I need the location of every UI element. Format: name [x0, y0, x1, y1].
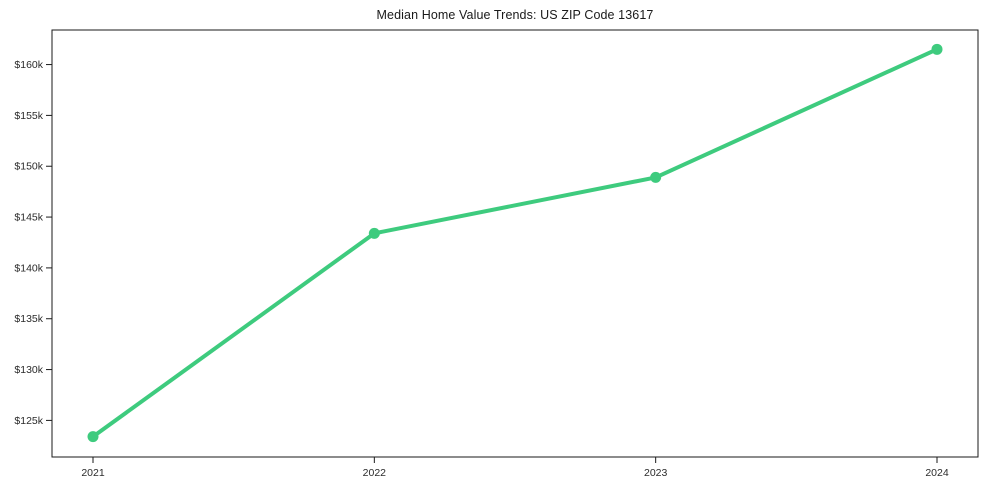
data-point-marker — [931, 43, 943, 55]
x-axis-tick-label: 2023 — [644, 467, 668, 479]
x-axis-tick-label: 2024 — [925, 467, 949, 479]
y-axis-tick-label: $130k — [14, 364, 43, 376]
data-point-marker — [87, 431, 99, 443]
y-axis-tick-label: $150k — [14, 161, 43, 173]
x-axis-tick-label: 2021 — [81, 467, 105, 479]
y-axis-tick-label: $140k — [14, 262, 43, 274]
y-axis-tick-label: $125k — [14, 415, 43, 427]
data-point-marker — [368, 227, 380, 239]
y-axis-tick-label: $160k — [14, 59, 43, 71]
plot-border — [51, 29, 979, 458]
x-axis-tick-label: 2022 — [363, 467, 387, 479]
y-axis-tick-label: $155k — [14, 110, 43, 122]
y-axis-tick-label: $145k — [14, 212, 43, 224]
chart-title: Median Home Value Trends: US ZIP Code 13… — [376, 8, 654, 22]
y-axis-tick-label: $135k — [14, 313, 43, 325]
trend-line — [91, 47, 939, 439]
data-point-marker — [650, 171, 662, 183]
